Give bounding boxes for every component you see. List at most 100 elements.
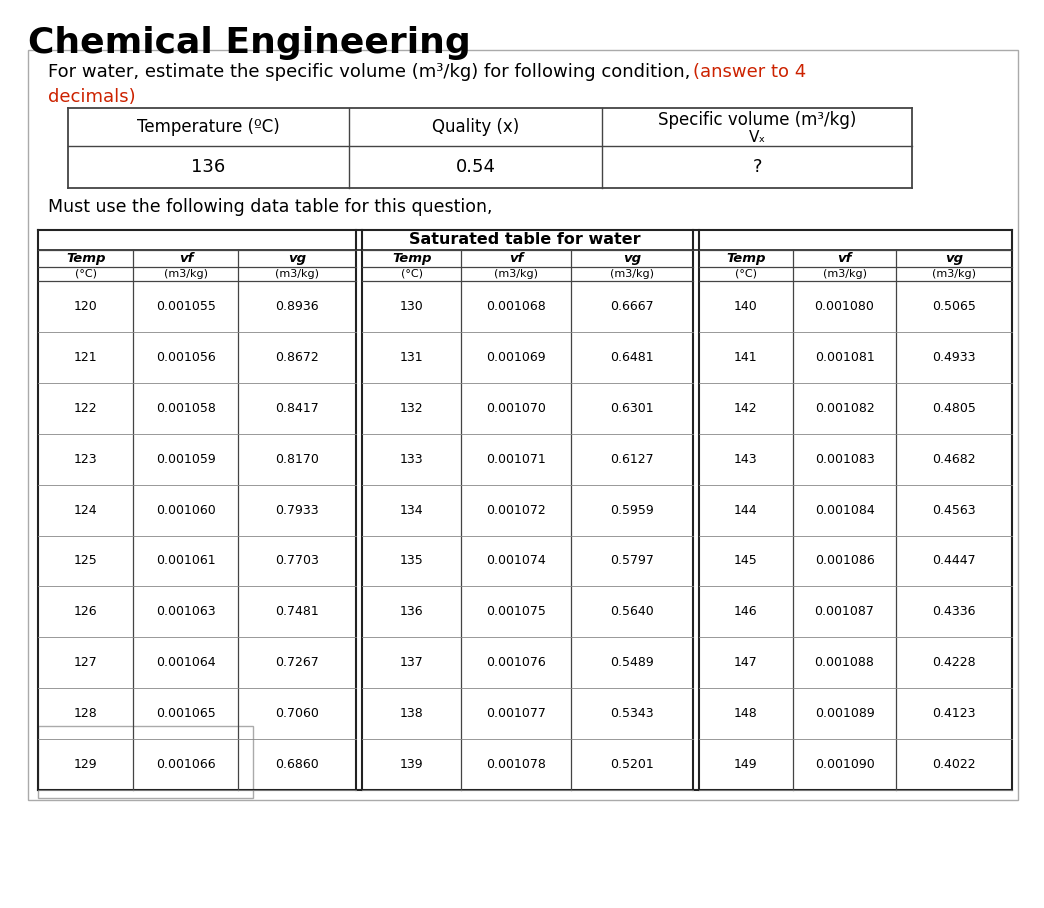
Text: 0.4336: 0.4336 — [932, 606, 976, 618]
Text: 0.001087: 0.001087 — [814, 606, 875, 618]
Text: 134: 134 — [400, 504, 424, 517]
Text: 0.4123: 0.4123 — [932, 707, 976, 720]
Text: vg: vg — [288, 252, 306, 265]
Text: 0.001059: 0.001059 — [156, 453, 216, 466]
Text: 0.001071: 0.001071 — [487, 453, 546, 466]
Text: 0.001075: 0.001075 — [485, 606, 546, 618]
Text: 0.001070: 0.001070 — [485, 401, 546, 415]
FancyBboxPatch shape — [28, 50, 1018, 800]
Text: 0.8936: 0.8936 — [276, 300, 319, 313]
Text: 147: 147 — [734, 656, 758, 669]
Text: 143: 143 — [734, 453, 758, 466]
Text: 0.001080: 0.001080 — [814, 300, 875, 313]
Text: 132: 132 — [400, 401, 424, 415]
Text: (°C): (°C) — [735, 269, 757, 279]
Text: (m3/kg): (m3/kg) — [610, 269, 654, 279]
Text: 0.001077: 0.001077 — [485, 707, 546, 720]
Text: 0.6667: 0.6667 — [610, 300, 654, 313]
Text: 0.4447: 0.4447 — [932, 555, 976, 568]
Text: 124: 124 — [74, 504, 97, 517]
Text: 136: 136 — [400, 606, 424, 618]
Text: 144: 144 — [734, 504, 758, 517]
Text: 127: 127 — [74, 656, 97, 669]
Text: vf: vf — [837, 252, 852, 265]
Text: vg: vg — [622, 252, 641, 265]
Text: vg: vg — [945, 252, 964, 265]
Text: 0.4022: 0.4022 — [932, 758, 976, 771]
Text: 0.5201: 0.5201 — [610, 758, 654, 771]
Text: (m3/kg): (m3/kg) — [276, 269, 319, 279]
Text: (°C): (°C) — [401, 269, 423, 279]
Text: 0.8417: 0.8417 — [276, 401, 319, 415]
Text: 120: 120 — [74, 300, 97, 313]
Text: vf: vf — [179, 252, 193, 265]
Text: 140: 140 — [734, 300, 758, 313]
Text: 0.4563: 0.4563 — [932, 504, 976, 517]
Text: 145: 145 — [734, 555, 758, 568]
Text: 129: 129 — [74, 758, 97, 771]
Text: 0.001083: 0.001083 — [814, 453, 875, 466]
Text: 0.001068: 0.001068 — [487, 300, 546, 313]
Text: 0.4805: 0.4805 — [932, 401, 976, 415]
Text: For water, estimate the specific volume (m³/kg) for following condition,: For water, estimate the specific volume … — [48, 63, 696, 81]
Text: 125: 125 — [74, 555, 97, 568]
Text: Saturated table for water: Saturated table for water — [409, 232, 641, 248]
Text: 0.001065: 0.001065 — [156, 707, 216, 720]
Text: 123: 123 — [74, 453, 97, 466]
Text: 141: 141 — [734, 350, 758, 364]
FancyBboxPatch shape — [38, 726, 253, 798]
Text: 0.7703: 0.7703 — [276, 555, 319, 568]
Text: 0.001069: 0.001069 — [487, 350, 546, 364]
Text: 0.001074: 0.001074 — [487, 555, 546, 568]
Text: 0.001086: 0.001086 — [814, 555, 875, 568]
Text: 0.001078: 0.001078 — [485, 758, 546, 771]
Text: 0.7267: 0.7267 — [276, 656, 319, 669]
Text: 0.001081: 0.001081 — [814, 350, 875, 364]
Text: 0.001055: 0.001055 — [156, 300, 216, 313]
Text: 139: 139 — [400, 758, 424, 771]
Text: 146: 146 — [734, 606, 758, 618]
Text: Temp: Temp — [66, 252, 105, 265]
Text: vf: vf — [508, 252, 523, 265]
Text: 0.5489: 0.5489 — [610, 656, 654, 669]
Text: 0.001061: 0.001061 — [156, 555, 216, 568]
Text: 0.54: 0.54 — [455, 158, 496, 176]
Text: 0.001084: 0.001084 — [814, 504, 875, 517]
Text: 0.001090: 0.001090 — [814, 758, 875, 771]
Text: 0.6301: 0.6301 — [610, 401, 654, 415]
Text: 122: 122 — [74, 401, 97, 415]
Text: 0.5640: 0.5640 — [610, 606, 654, 618]
Text: 0.4682: 0.4682 — [932, 453, 976, 466]
Text: 126: 126 — [74, 606, 97, 618]
Text: 133: 133 — [400, 453, 424, 466]
Text: Vₓ: Vₓ — [749, 130, 765, 144]
Text: 0.5959: 0.5959 — [610, 504, 654, 517]
Text: (m3/kg): (m3/kg) — [164, 269, 208, 279]
Text: 0.001063: 0.001063 — [156, 606, 216, 618]
Text: 0.001089: 0.001089 — [814, 707, 875, 720]
Text: 0.4933: 0.4933 — [932, 350, 976, 364]
Text: 0.001066: 0.001066 — [156, 758, 216, 771]
Text: 0.7933: 0.7933 — [276, 504, 319, 517]
Text: Temperature (ºC): Temperature (ºC) — [137, 118, 280, 136]
Text: Temp: Temp — [392, 252, 431, 265]
Text: (answer to 4: (answer to 4 — [693, 63, 806, 81]
Text: (m3/kg): (m3/kg) — [494, 269, 538, 279]
Text: 0.5065: 0.5065 — [932, 300, 976, 313]
Text: 0.001082: 0.001082 — [814, 401, 875, 415]
Text: decimals): decimals) — [48, 88, 136, 106]
Text: 0.001060: 0.001060 — [156, 504, 216, 517]
Text: 0.001088: 0.001088 — [814, 656, 875, 669]
Text: 0.001072: 0.001072 — [487, 504, 546, 517]
Text: (°C): (°C) — [75, 269, 97, 279]
Text: 0.6860: 0.6860 — [276, 758, 319, 771]
Text: Temp: Temp — [727, 252, 765, 265]
Text: Quality (x): Quality (x) — [432, 118, 519, 136]
Text: 0.8170: 0.8170 — [276, 453, 319, 466]
Text: 0.001064: 0.001064 — [156, 656, 216, 669]
Text: Must use the following data table for this question,: Must use the following data table for th… — [48, 198, 493, 216]
Text: ?: ? — [753, 158, 762, 176]
Text: 128: 128 — [74, 707, 97, 720]
Text: 0.5797: 0.5797 — [610, 555, 654, 568]
Text: (m3/kg): (m3/kg) — [932, 269, 976, 279]
